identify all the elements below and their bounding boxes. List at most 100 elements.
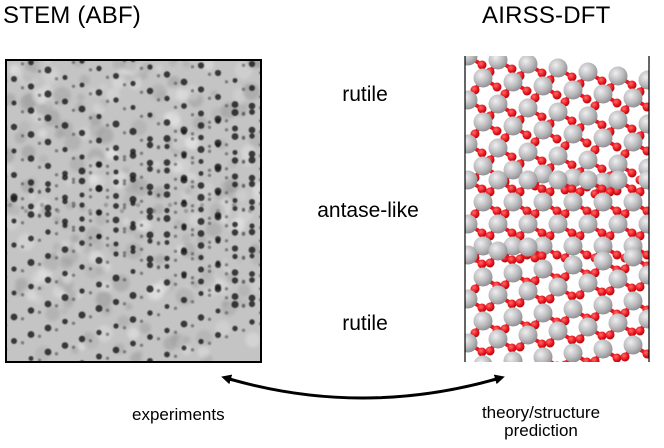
stem-atom-spot-minor <box>207 168 212 172</box>
stem-atom-spot-minor <box>224 239 229 243</box>
stem-atom-spot-minor <box>173 282 178 286</box>
stem-atom-spot-minor <box>88 291 93 295</box>
stem-texture-blob <box>181 233 192 243</box>
titanium-atom <box>503 72 523 92</box>
stem-atom-spot-minor <box>173 225 178 229</box>
stem-atom-spot <box>266 284 272 290</box>
oxygen-atom <box>642 102 649 112</box>
stem-atom-spot-minor <box>88 188 93 192</box>
stem-atom-spot <box>11 100 17 106</box>
stem-atom-spot-minor <box>20 158 25 162</box>
titanium-atom <box>638 70 649 90</box>
oxygen-atom <box>658 185 664 194</box>
stem-atom-spot <box>62 223 68 228</box>
stem-texture-blob <box>112 76 125 90</box>
oxygen-atom <box>605 330 615 340</box>
stem-texture-blob <box>93 102 105 115</box>
stem-atom-spot-minor <box>105 284 110 288</box>
stem-atom-spot <box>45 229 51 235</box>
stem-atom-spot-minor <box>190 228 195 232</box>
ti-o-bond <box>646 222 649 228</box>
stem-atom-spot <box>62 3 67 8</box>
oxygen-atom <box>545 294 555 304</box>
stem-texture-blob <box>75 292 82 300</box>
stem-atom-spot <box>113 73 119 79</box>
stem-texture-blob <box>122 218 130 226</box>
oxygen-atom <box>597 228 607 238</box>
stem-atom-spot <box>129 196 137 203</box>
oxygen-atom <box>597 184 607 194</box>
oxygen-atom <box>456 232 465 241</box>
stem-atom-spot-minor <box>190 300 195 304</box>
stem-atom-spot <box>11 148 17 154</box>
stem-atom-spot-minor <box>224 191 229 195</box>
stem-atom-spot-minor <box>105 260 110 264</box>
stem-atom-spot <box>45 187 51 193</box>
stem-atom-spot <box>96 41 102 47</box>
stem-atom-spot <box>181 345 187 351</box>
stem-atom-spot <box>130 148 136 155</box>
stem-atom-spot-minor <box>71 345 76 349</box>
stem-atom-spot <box>198 266 204 273</box>
stem-atom-spot-minor <box>105 212 110 216</box>
stem-atom-spot <box>113 203 119 209</box>
stem-atom-spot <box>163 119 171 126</box>
stem-atom-spot-minor <box>71 297 76 301</box>
stem-atom-spot <box>95 185 103 192</box>
titanium-atom <box>488 56 508 70</box>
stem-atom-spot <box>215 308 221 314</box>
stem-atom-spot <box>266 237 272 243</box>
stem-atom-spot <box>232 150 238 155</box>
stem-atom-spot <box>163 135 171 142</box>
stem-atom-spot-minor <box>139 175 144 179</box>
stem-atom-spot <box>44 66 52 74</box>
titanium-atom <box>518 325 538 345</box>
stem-atom-spot-minor <box>37 334 42 338</box>
titanium-atom <box>503 351 523 362</box>
titanium-atom <box>533 120 553 140</box>
stem-atom-spot <box>147 190 153 196</box>
stem-atom-spot-minor <box>88 339 93 343</box>
oxygen-atom <box>627 124 637 134</box>
stem-atom-spot <box>232 253 238 260</box>
stem-atom-spot-minor <box>190 137 195 141</box>
stem-atom-spot-minor <box>276 247 279 250</box>
stem-atom-spot-minor <box>21 413 24 416</box>
oxygen-atom <box>612 142 622 152</box>
stem-atom-spot <box>112 274 120 282</box>
stem-atom-spot-minor <box>207 192 212 196</box>
stem-atom-spot <box>28 187 34 194</box>
stem-texture-blob <box>184 85 200 101</box>
stem-atom-spot-minor <box>122 227 127 231</box>
ti-o-bond <box>646 317 649 323</box>
stem-atom-spot-minor <box>105 164 110 168</box>
oxygen-atom <box>456 108 465 117</box>
titanium-atom <box>623 192 643 212</box>
stem-atom-spot <box>147 40 153 46</box>
stem-atom-spot-minor <box>4 420 7 423</box>
titanium-atom <box>654 244 664 263</box>
stem-atom-spot-minor <box>224 152 229 156</box>
stem-atom-spot <box>164 304 170 309</box>
oxygen-atom <box>456 263 465 272</box>
stem-atom-spot <box>61 342 69 349</box>
stem-atom-spot <box>266 168 272 174</box>
stem-atom-spot-minor <box>276 271 279 274</box>
stem-atom-spot <box>266 312 273 319</box>
stem-atom-spot-minor <box>190 161 195 165</box>
stem-atom-spot <box>62 26 69 33</box>
oxygen-atom <box>597 287 607 297</box>
stem-texture-blob <box>15 277 28 291</box>
stem-atom-spot <box>131 365 136 370</box>
stem-atom-spot-minor <box>71 249 76 253</box>
stem-atom-spot-minor <box>105 332 110 336</box>
stem-atom-spot <box>180 248 188 256</box>
titanium-atom <box>548 321 568 341</box>
stem-texture-blob <box>25 289 37 301</box>
stem-atom-spot <box>11 52 18 59</box>
oxygen-atom <box>651 254 660 263</box>
stem-atom-spot-minor <box>72 37 75 40</box>
stem-texture-blob <box>54 129 65 140</box>
stem-atom-spot <box>198 338 204 345</box>
stem-atom-spot <box>11 172 17 178</box>
